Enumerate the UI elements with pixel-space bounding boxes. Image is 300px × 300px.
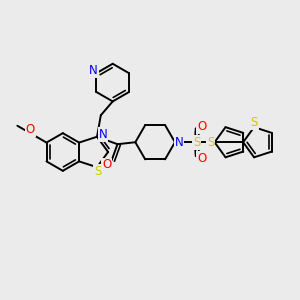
Text: S: S [193,136,200,149]
Text: S: S [207,136,214,149]
Text: O: O [102,158,111,172]
Text: S: S [94,165,102,178]
Text: O: O [26,123,35,136]
Text: N: N [175,136,183,149]
Text: N: N [99,128,107,141]
Text: S: S [250,116,258,129]
Text: N: N [89,64,98,77]
Text: O: O [197,120,206,133]
Text: O: O [197,152,206,165]
